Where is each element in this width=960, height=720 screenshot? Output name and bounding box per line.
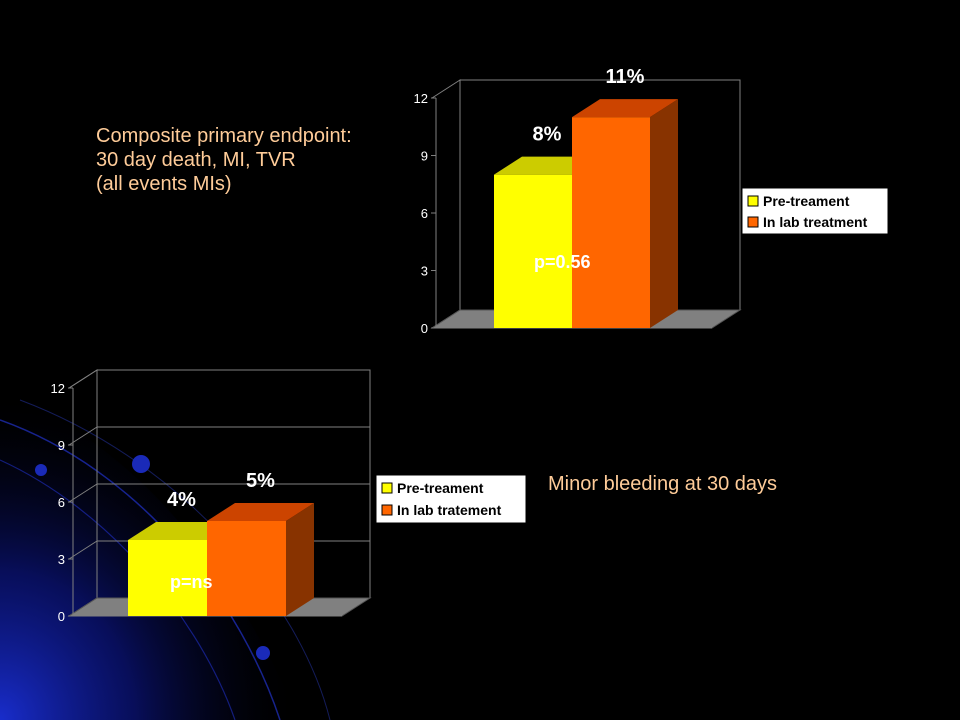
c1-bar-0: [494, 174, 572, 328]
minor-bleeding-title: Minor bleeding at 30 days: [548, 473, 778, 495]
c2-y-tick-label-2: 6: [58, 495, 65, 510]
c1-data-label-0: 8%: [533, 124, 562, 146]
c1-y-tick-label-4: 12: [414, 91, 428, 106]
c2-bar-0: [128, 540, 207, 616]
c2-gridline-side-1: [68, 540, 98, 560]
c2-gridline-side-2: [68, 483, 98, 503]
c2-y-tick-label-0: 0: [58, 609, 65, 624]
c1-y-tick-label-3: 9: [421, 149, 428, 164]
c1-legend-box: [741, 187, 889, 235]
caption-line-3: (all events MIs): [96, 173, 232, 195]
c1-bar-top-1: [572, 99, 678, 118]
c1-bar-side-1: [650, 99, 678, 329]
c2-legend-box: [375, 474, 527, 524]
c1-y-tick-label-1: 3: [421, 264, 428, 279]
c2-gridline-side-4: [68, 369, 98, 389]
caption-line-1: Composite primary endpoint:: [96, 125, 352, 147]
c2-data-label-0: 4%: [167, 489, 196, 511]
c1-legend-swatch-0: [747, 195, 759, 207]
c2-y-tick-label-4: 12: [51, 381, 65, 396]
c1-legend-label-0: Pre-treament: [763, 193, 850, 209]
caption-line-2: 30 day death, MI, TVR: [96, 149, 296, 171]
c1-y-tick-label-0: 0: [421, 321, 428, 336]
composite-endpoint-chart: 0 3 6 9 12 8% 11% p=0.56 Pre-treament In lab trea…: [414, 66, 889, 336]
minor-bleeding-chart: 0 3 6 9 12 4% 5% p=ns Pre-treament In lab trateme…: [51, 369, 527, 624]
c1-legend-swatch-1: [747, 216, 759, 228]
minor-bleeding-caption: Minor bleeding at 30 days: [548, 472, 777, 496]
c2-data-label-1: 5%: [246, 470, 275, 492]
c2-y-tick-label-1: 3: [58, 552, 65, 567]
c2-y-tick-label-3: 9: [58, 438, 65, 453]
decor-dot-3: [256, 646, 270, 660]
c2-legend-swatch-1: [381, 504, 393, 516]
c2-legend-label-0: Pre-treament: [397, 480, 484, 496]
decor-dot-2: [35, 464, 47, 476]
c2-bar-top-1: [207, 503, 314, 521]
c1-p-value-annotation: p=0.56: [534, 252, 591, 272]
c2-gridline-side-3: [68, 426, 98, 446]
c2-legend-swatch-0: [381, 482, 393, 494]
c1-data-label-1: 11%: [606, 66, 645, 88]
c1-legend-label-1: In lab treatment: [763, 214, 868, 230]
c2-bar-side-1: [286, 503, 314, 616]
composite-endpoint-caption: Composite primary endpoint: 30 day death…: [96, 124, 352, 196]
decor-dot-1: [132, 455, 150, 473]
c1-bar-1: [572, 117, 650, 329]
c2-p-value-annotation: p=ns: [170, 572, 213, 592]
c2-bar-1: [207, 521, 286, 616]
c1-y-tick-label-2: 6: [421, 206, 428, 221]
c2-legend-label-1: In lab tratement: [397, 502, 502, 518]
